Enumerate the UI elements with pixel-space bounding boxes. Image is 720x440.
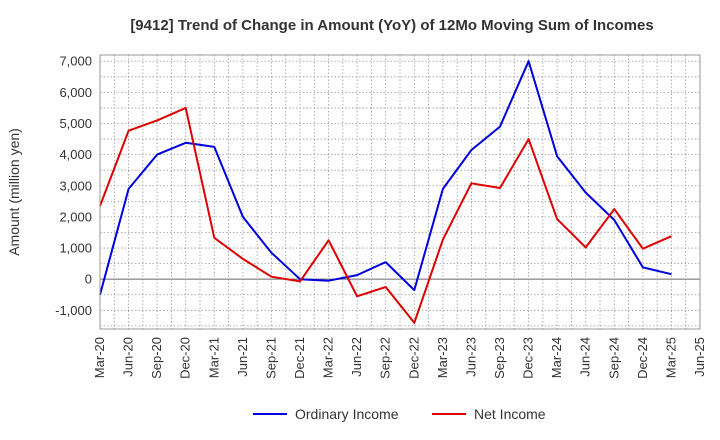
x-tick-label: Jun-23 (463, 337, 478, 377)
x-tick-label: Dec-23 (521, 337, 536, 379)
x-tick-label: Sep-23 (492, 337, 507, 379)
x-tick-label: Mar-24 (549, 337, 564, 378)
y-tick-label: 6,000 (59, 85, 92, 100)
y-tick-label: 3,000 (59, 178, 92, 193)
y-axis-label: Amount (million yen) (6, 128, 22, 256)
x-tick-label: Dec-24 (635, 337, 650, 379)
y-tick-label: 4,000 (59, 147, 92, 162)
x-tick-label: Mar-22 (321, 337, 336, 378)
x-tick-label: Mar-20 (92, 337, 107, 378)
y-tick-label: 5,000 (59, 116, 92, 131)
legend-label: Ordinary Income (295, 406, 399, 422)
series-line (99, 106, 672, 324)
legend-label: Net Income (474, 406, 546, 422)
y-tick-labels: -1,000 0 1,000 2,000 3,000 4,000 5,000 6,000 7,0… (55, 54, 92, 318)
x-tick-label: Jun-25 (692, 337, 707, 377)
x-tick-label: Sep-20 (149, 337, 164, 379)
x-tick-label: Jun-22 (349, 337, 364, 377)
x-tick-label: Sep-21 (263, 337, 278, 379)
x-tick-label: Sep-24 (606, 337, 621, 379)
series-lines (99, 60, 672, 324)
x-tick-label: Mar-25 (663, 337, 678, 378)
x-tick-label: Dec-22 (406, 337, 421, 379)
x-tick-label: Sep-22 (378, 337, 393, 379)
legend: Ordinary Income Net Income (253, 406, 546, 422)
x-tick-label: Dec-21 (292, 337, 307, 379)
x-tick-label: Mar-23 (435, 337, 450, 378)
chart-title: [9412] Trend of Change in Amount (YoY) o… (130, 17, 653, 34)
x-tick-label: Dec-20 (178, 337, 193, 379)
y-tick-label: 0 (85, 272, 92, 287)
x-tick-label: Jun-24 (578, 337, 593, 377)
x-tick-label: Jun-20 (121, 337, 136, 377)
y-tick-label: 1,000 (59, 241, 92, 256)
grid (100, 55, 700, 329)
plot-frame (99, 54, 701, 330)
x-tick-label: Mar-21 (206, 337, 221, 378)
series-line (99, 60, 672, 296)
x-tick-label: Jun-21 (235, 337, 250, 377)
y-tick-label: 7,000 (59, 54, 92, 69)
y-tick-label: 2,000 (59, 209, 92, 224)
y-tick-label: -1,000 (55, 303, 92, 318)
x-tick-labels: Mar-20 Jun-20 Sep-20 Dec-20 Mar-21 Jun-21 Sep-… (92, 337, 707, 379)
